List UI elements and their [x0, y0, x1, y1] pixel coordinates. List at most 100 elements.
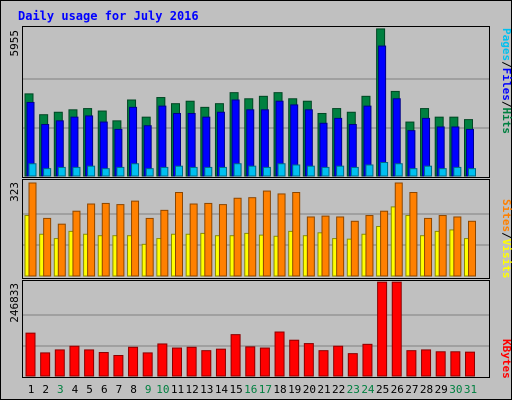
bar-kbytes-kbytes-day-28 [421, 349, 432, 377]
x-label-day-20: 20 [303, 383, 316, 396]
bar-hits-pages-day-9 [145, 168, 154, 177]
legend-visits-panel: Sites/Visits [500, 199, 512, 279]
bar-visits-sites-day-26 [394, 182, 403, 277]
legend-pages: Pages [500, 28, 512, 61]
x-label-day-31: 31 [464, 383, 477, 396]
x-label-day-26: 26 [391, 383, 404, 396]
bar-hits-pages-day-19 [292, 164, 301, 177]
bar-visits-sites-day-12 [189, 203, 198, 277]
bar-kbytes-kbytes-day-2 [40, 352, 51, 377]
bar-hits-pages-day-30 [453, 166, 462, 177]
x-label-day-16: 16 [244, 383, 257, 396]
x-label-day-18: 18 [273, 383, 286, 396]
bar-visits-sites-day-30 [453, 216, 462, 277]
bar-kbytes-kbytes-day-22 [333, 345, 344, 377]
bar-visits-sites-day-11 [175, 192, 183, 277]
bar-visits-sites-day-22 [336, 216, 345, 277]
bar-hits-pages-day-8 [131, 163, 140, 177]
bar-visits-sites-day-5 [87, 203, 96, 277]
bar-hits-pages-day-13 [204, 166, 213, 177]
x-label-day-25: 25 [376, 383, 389, 396]
bar-kbytes-kbytes-day-27 [406, 350, 417, 377]
bar-hits-pages-day-26 [394, 163, 403, 177]
bar-hits-pages-day-3 [57, 166, 66, 177]
x-label-day-11: 11 [171, 383, 184, 396]
bar-visits-sites-day-2 [43, 217, 52, 277]
x-label-day-17: 17 [259, 383, 272, 396]
bar-visits-sites-day-7 [116, 204, 125, 277]
x-label-day-3: 3 [57, 383, 64, 396]
bar-kbytes-kbytes-day-12 [186, 346, 197, 377]
legend-kbytes: KBytes [500, 339, 512, 379]
x-label-day-10: 10 [156, 383, 169, 396]
bar-visits-sites-day-6 [101, 202, 110, 277]
hits-ymax-label: 5955 [8, 30, 21, 57]
bar-hits-pages-day-14 [218, 166, 227, 177]
x-label-day-29: 29 [435, 383, 448, 396]
bar-hits-pages-day-20 [306, 165, 315, 177]
bar-kbytes-kbytes-day-9 [142, 352, 153, 377]
bar-hits-files-day-6 [99, 121, 108, 177]
bar-visits-sites-day-16 [248, 197, 257, 277]
bar-kbytes-kbytes-day-18 [274, 331, 285, 377]
x-label-day-23: 23 [347, 383, 360, 396]
bar-visits-sites-day-21 [321, 215, 330, 277]
bar-visits-sites-day-24 [365, 215, 374, 277]
bar-hits-pages-day-24 [365, 164, 374, 177]
bar-hits-pages-day-16 [248, 165, 257, 177]
x-label-day-22: 22 [332, 383, 345, 396]
bar-kbytes-kbytes-day-8 [128, 346, 139, 377]
bar-hits-pages-day-10 [160, 166, 169, 177]
visits-ymax-label: 323 [8, 182, 21, 202]
bar-kbytes-kbytes-day-14 [215, 348, 226, 377]
bar-kbytes-kbytes-day-29 [435, 351, 446, 377]
bar-hits-pages-day-11 [175, 165, 183, 177]
bar-hits-pages-day-12 [189, 166, 198, 177]
x-axis-day-labels: 1 2 3 4 5 6 7 8 9 10 11 12 13 14 15 16 17 18 19 20 21 22 23 24 2… [28, 383, 477, 396]
bar-kbytes-kbytes-day-30 [450, 351, 461, 377]
bar-visits-sites-day-18 [277, 193, 286, 277]
x-label-day-1: 1 [28, 383, 35, 396]
bar-hits-pages-day-2 [43, 168, 52, 177]
bar-visits-sites-day-23 [350, 220, 359, 277]
chart-title: Daily usage for July 2016 [18, 9, 199, 23]
bar-visits-sites-day-15 [233, 197, 242, 277]
bar-hits-pages-day-28 [424, 165, 433, 177]
legend-sites: Sites [500, 199, 512, 232]
x-label-day-2: 2 [42, 383, 49, 396]
bar-hits-pages-day-1 [28, 163, 37, 177]
legend-hits: Hits [500, 108, 512, 135]
x-label-day-4: 4 [72, 383, 79, 396]
bar-hits-files-day-17 [260, 109, 269, 177]
bar-hits-pages-day-17 [262, 166, 271, 177]
bar-visits-sites-day-4 [72, 210, 81, 277]
bar-hits-pages-day-22 [336, 165, 345, 177]
x-label-day-14: 14 [215, 383, 229, 396]
bar-visits-sites-day-29 [438, 215, 447, 277]
bar-kbytes-kbytes-day-13 [201, 350, 212, 377]
x-label-day-5: 5 [86, 383, 93, 396]
bar-kbytes-kbytes-day-17 [259, 347, 270, 377]
bar-hits-files-day-25 [378, 45, 387, 177]
x-label-day-28: 28 [420, 383, 433, 396]
bar-visits-sites-day-17 [262, 190, 271, 277]
bar-kbytes-kbytes-day-5 [84, 349, 95, 377]
x-label-day-13: 13 [200, 383, 213, 396]
bar-hits-pages-day-18 [277, 163, 286, 177]
bar-hits-pages-day-21 [321, 166, 330, 177]
bar-hits-pages-day-4 [72, 166, 81, 177]
bar-hits-pages-day-7 [116, 166, 125, 177]
x-label-day-6: 6 [101, 383, 108, 396]
x-label-day-7: 7 [116, 383, 123, 396]
bar-kbytes-kbytes-day-31 [465, 351, 475, 377]
bar-hits-pages-day-5 [87, 165, 96, 177]
bar-kbytes-kbytes-day-1 [25, 332, 36, 377]
bar-hits-pages-day-29 [438, 168, 447, 177]
bar-visits-sites-day-3 [57, 223, 66, 277]
bar-kbytes-kbytes-day-24 [362, 343, 373, 377]
x-label-day-27: 27 [405, 383, 418, 396]
bar-kbytes-kbytes-day-7 [113, 355, 124, 377]
x-label-day-30: 30 [449, 383, 462, 396]
bar-kbytes-kbytes-day-4 [69, 345, 80, 377]
